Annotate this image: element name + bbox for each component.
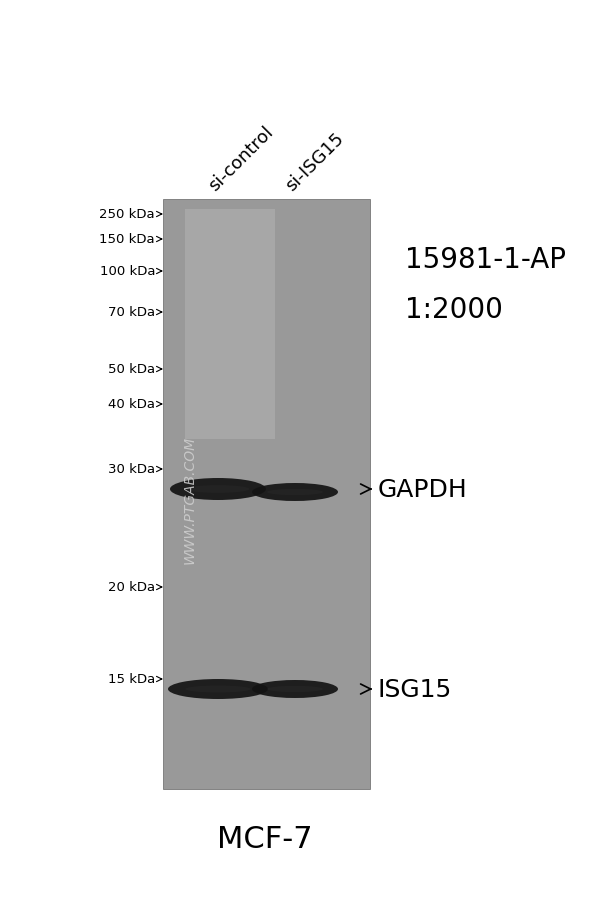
- Text: 70 kDa: 70 kDa: [108, 306, 162, 319]
- Ellipse shape: [267, 489, 323, 495]
- Ellipse shape: [187, 485, 249, 493]
- Text: 1:2000: 1:2000: [405, 296, 503, 324]
- Text: 50 kDa: 50 kDa: [108, 364, 162, 376]
- Bar: [163, 199, 370, 789]
- Text: WWW.PTGAB.COM: WWW.PTGAB.COM: [183, 436, 197, 564]
- Ellipse shape: [252, 483, 338, 502]
- Text: si-ISG15: si-ISG15: [282, 130, 348, 195]
- Text: si-control: si-control: [205, 123, 277, 195]
- Text: 100 kDa: 100 kDa: [99, 265, 162, 278]
- Bar: [185, 210, 275, 439]
- Text: GAPDH: GAPDH: [361, 477, 468, 502]
- Text: 40 kDa: 40 kDa: [108, 398, 162, 411]
- Ellipse shape: [185, 686, 250, 693]
- Text: 15 kDa: 15 kDa: [108, 673, 162, 686]
- Text: 150 kDa: 150 kDa: [99, 234, 162, 246]
- Text: ISG15: ISG15: [361, 677, 452, 701]
- Ellipse shape: [168, 679, 268, 699]
- Text: 30 kDa: 30 kDa: [108, 463, 162, 476]
- Ellipse shape: [267, 686, 323, 693]
- Text: 15981-1-AP: 15981-1-AP: [405, 245, 566, 273]
- Text: 250 kDa: 250 kDa: [99, 208, 162, 221]
- Ellipse shape: [170, 478, 266, 501]
- Text: MCF-7: MCF-7: [217, 824, 313, 853]
- Text: 20 kDa: 20 kDa: [108, 581, 162, 594]
- Ellipse shape: [252, 680, 338, 698]
